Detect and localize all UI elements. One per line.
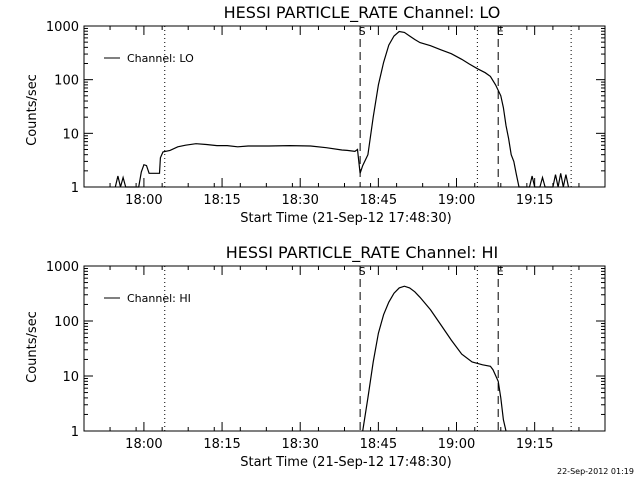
plot-frame [83, 25, 606, 188]
panel-hi: HESSI PARTICLE_RATE Channel: HI Start Ti… [25, 243, 606, 470]
x-tick-label: 18:15 [203, 193, 240, 208]
marker-label: E [497, 25, 504, 38]
generation-timestamp: 22-Sep-2012 01:19 [557, 467, 634, 476]
x-tick-label: 18:00 [125, 437, 162, 452]
y-tick-label: 1 [71, 425, 79, 440]
chart-title: HESSI PARTICLE_RATE Channel: HI [226, 243, 499, 263]
plot-area: 18:00 18:15 18:30 18:45 19:00 19:15 1 10 100 1000… [46, 260, 606, 452]
x-tick-label: 18:15 [203, 437, 240, 452]
y-tick-label: 10 [62, 370, 79, 385]
marker-label: S [359, 25, 366, 38]
x-tick-label: 18:45 [360, 193, 397, 208]
x-axis-label: Start Time (21-Sep-12 17:48:30) [240, 211, 451, 226]
legend-label: Channel: LO [127, 52, 194, 65]
x-tick-label: 19:15 [516, 437, 553, 452]
plot-area: 18:00 18:15 18:30 18:45 19:00 19:15 1 10 100 1000… [46, 20, 606, 208]
marker-label: E [497, 265, 504, 278]
y-tick-label: 1000 [46, 20, 79, 35]
plot-frame [83, 265, 606, 432]
x-tick-label: 19:00 [438, 437, 475, 452]
panel-lo: HESSI PARTICLE_RATE Channel: LO Start Ti… [25, 3, 606, 226]
series-line [114, 30, 570, 188]
y-tick-label: 100 [54, 74, 79, 89]
marker-label: S [359, 265, 366, 278]
x-tick-label: 18:30 [281, 193, 318, 208]
series-line [362, 285, 507, 432]
y-axis-label: Counts/sec [25, 74, 40, 146]
x-axis-label: Start Time (21-Sep-12 17:48:30) [240, 455, 451, 470]
x-tick-label: 18:45 [360, 437, 397, 452]
y-tick-label: 1000 [46, 260, 79, 275]
x-tick-label: 18:30 [281, 437, 318, 452]
y-tick-label: 100 [54, 315, 79, 330]
chart-title: HESSI PARTICLE_RATE Channel: LO [224, 3, 501, 23]
y-tick-label: 10 [62, 127, 79, 142]
x-tick-label: 19:15 [516, 193, 553, 208]
legend-label: Channel: HI [127, 292, 191, 305]
y-tick-label: 1 [71, 181, 79, 196]
y-axis-label: Counts/sec [25, 311, 40, 383]
x-tick-label: 19:00 [438, 193, 475, 208]
x-tick-label: 18:00 [125, 193, 162, 208]
